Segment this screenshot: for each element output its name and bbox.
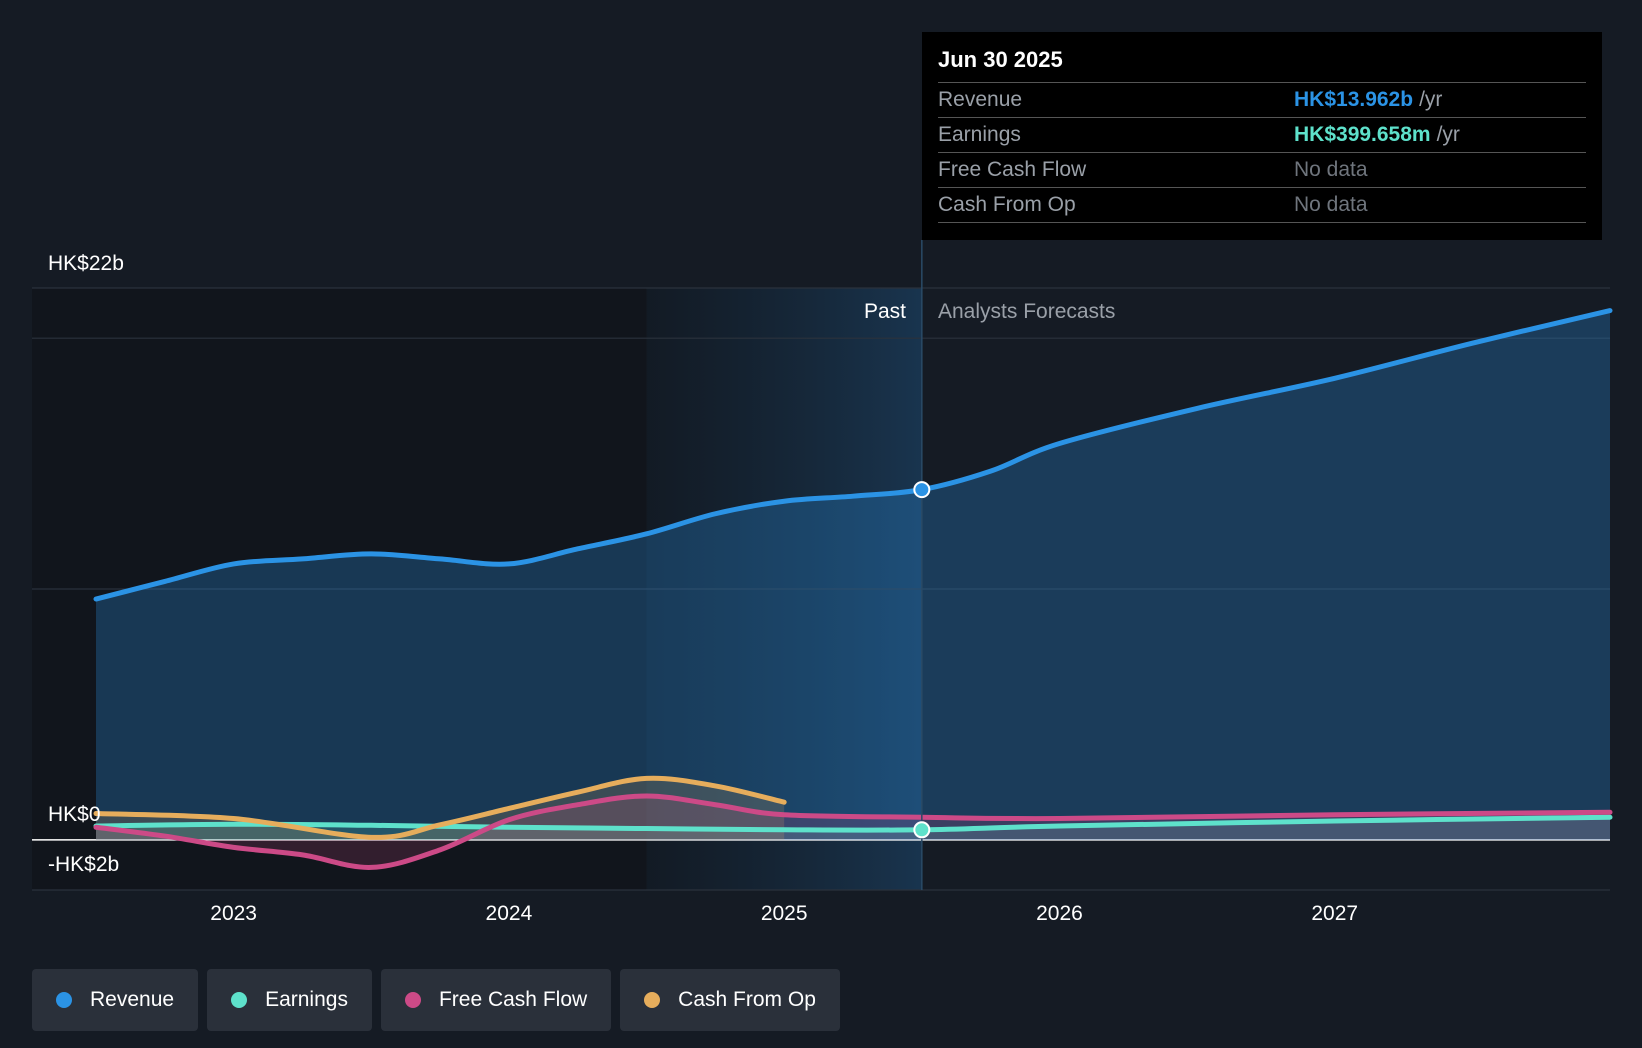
legend-item-earnings[interactable]: Earnings — [207, 969, 372, 1031]
line-revenue — [93, 308, 1613, 602]
tooltip-value: No data — [1294, 158, 1368, 181]
grid-lines — [32, 287, 1610, 891]
tooltip-label: Cash From Op — [938, 193, 1076, 216]
tooltip-label: Free Cash Flow — [938, 158, 1087, 181]
legend-dot-icon — [644, 992, 661, 1008]
tooltip-date: Jun 30 2025 — [938, 46, 1586, 83]
earnings-marker — [913, 821, 931, 839]
series-lines — [93, 308, 1613, 870]
tooltip-value: No data — [1294, 193, 1368, 216]
x-tick-label: 2024 — [485, 902, 533, 925]
tooltip-unit: /yr — [1419, 88, 1443, 111]
past-label: Past — [863, 300, 906, 323]
legend-label: Revenue — [90, 988, 175, 1011]
line-cash-from-op — [93, 775, 787, 840]
legend-dot-icon — [231, 992, 248, 1008]
line-free-cash-flow — [93, 793, 1613, 870]
y-axis-min-label: -HK$2b — [48, 853, 120, 876]
tooltip-label: Earnings — [938, 123, 1021, 146]
x-tick-label: 2025 — [760, 902, 808, 925]
legend-dot-icon — [56, 992, 72, 1008]
tooltip-row-cash-from-op: Cash From Op No data — [938, 188, 1586, 223]
area-revenue — [96, 310, 1610, 840]
tooltip-unit: /yr — [1436, 123, 1460, 146]
legend-item-revenue[interactable]: Revenue — [32, 969, 199, 1031]
legend-item-free-cash-flow[interactable]: Free Cash Flow — [380, 969, 612, 1031]
legend-dot-icon — [404, 992, 421, 1008]
tooltip-row-earnings: Earnings HK$399.658m /yr — [938, 118, 1586, 153]
legend-label: Free Cash Flow — [438, 988, 588, 1011]
tooltip-row-free-cash-flow: Free Cash Flow No data — [938, 153, 1586, 188]
legend-item-cash-from-op[interactable]: Cash From Op — [620, 969, 840, 1031]
tooltip-label: Revenue — [938, 88, 1023, 111]
tooltip-row-revenue: Revenue HK$13.962b /yr — [938, 83, 1586, 118]
y-axis-max-label: HK$22b — [48, 252, 124, 275]
line-earnings — [93, 814, 1613, 833]
tooltip-value: HK$399.658m — [1294, 123, 1431, 146]
legend-label: Cash From Op — [678, 988, 816, 1011]
tooltip-panel: Jun 30 2025 Revenue HK$13.962b /yr Earni… — [922, 32, 1602, 240]
legend: Revenue Earnings Free Cash Flow Cash Fro… — [32, 969, 840, 1031]
y-axis-zero-label: HK$0 — [48, 803, 101, 826]
legend-label: Earnings — [265, 988, 348, 1011]
x-tick-label: 2026 — [1036, 902, 1083, 925]
x-tick-label: 2023 — [210, 902, 257, 925]
x-tick-label: 2027 — [1311, 902, 1359, 925]
forecast-label: Analysts Forecasts — [938, 300, 1116, 323]
highlight-markers — [913, 481, 931, 839]
tooltip-value: HK$13.962b — [1294, 88, 1414, 111]
revenue-marker — [913, 481, 931, 499]
